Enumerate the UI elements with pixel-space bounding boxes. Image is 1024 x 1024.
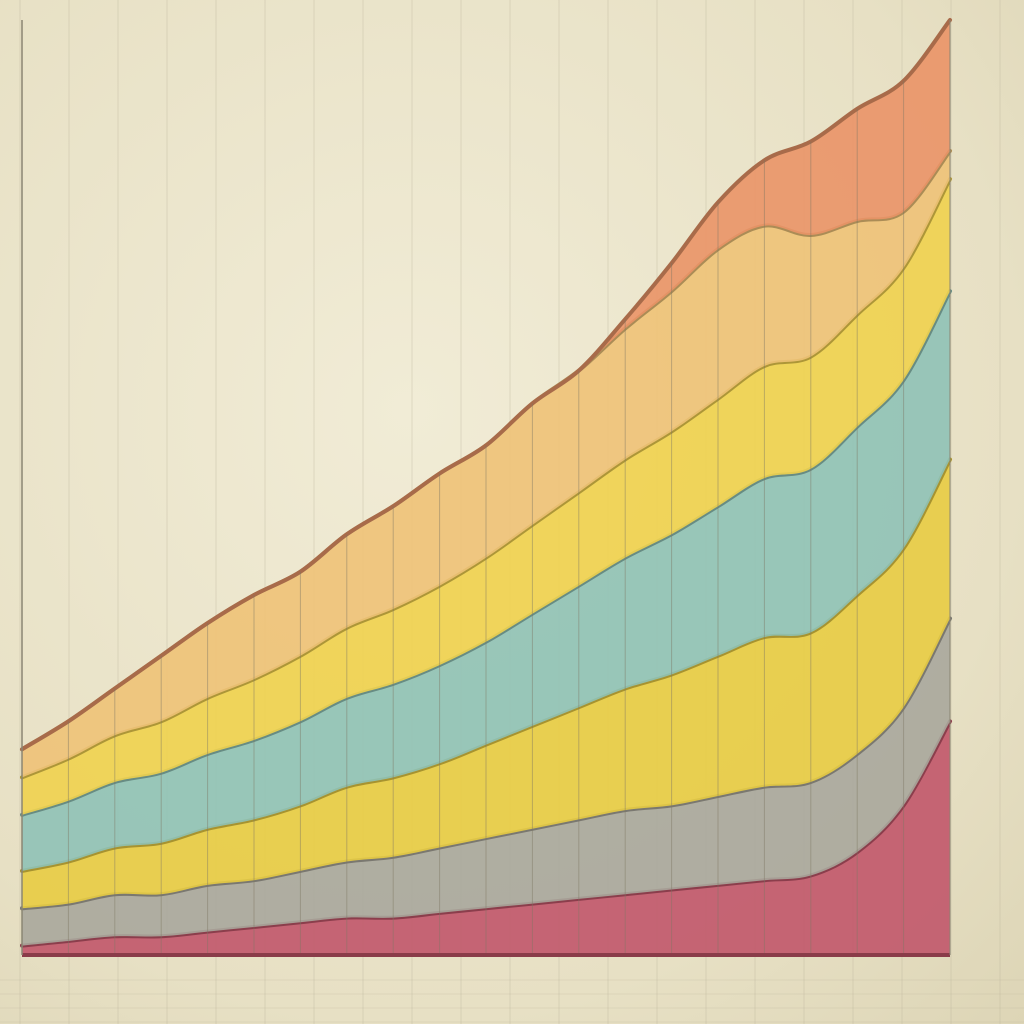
chart-frame <box>21 20 951 957</box>
area-series-1 <box>22 721 950 955</box>
area-edge-series-7 <box>20 18 952 752</box>
series-areas <box>20 18 952 955</box>
area-series-5 <box>22 179 950 815</box>
inner-grid <box>21 20 951 955</box>
area-series-2 <box>22 618 950 946</box>
area-series-3 <box>22 459 950 909</box>
area-series-4 <box>22 291 950 871</box>
series-7-group <box>20 18 952 752</box>
area-series-6 <box>22 150 950 778</box>
